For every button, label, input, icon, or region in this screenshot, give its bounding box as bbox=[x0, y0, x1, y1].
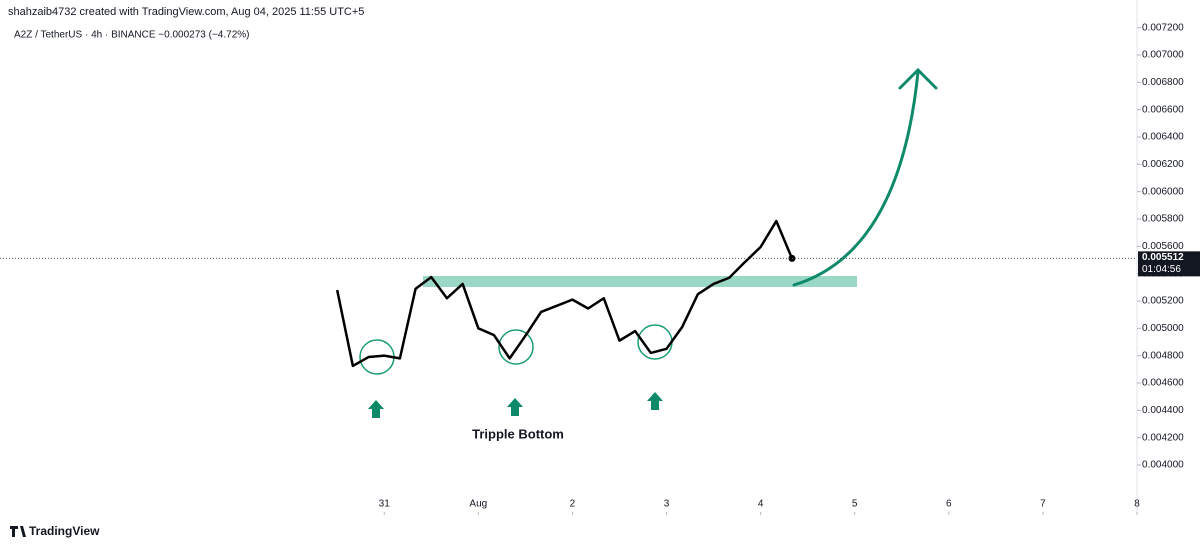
y-tick-label: 0.005600 bbox=[1142, 241, 1184, 252]
y-tick-label: 0.006600 bbox=[1142, 104, 1184, 115]
y-tick-label: 0.005200 bbox=[1142, 296, 1184, 307]
x-tick-label: 31 bbox=[379, 499, 391, 510]
x-tick-label: Aug bbox=[469, 499, 487, 510]
y-tick-label: 0.004000 bbox=[1142, 460, 1184, 471]
watermark: shahzaib4732 created with TradingView.co… bbox=[8, 6, 364, 18]
y-tick-label: 0.006200 bbox=[1142, 159, 1184, 170]
y-tick-label: 0.006800 bbox=[1142, 77, 1184, 88]
y-tick-label: 0.004400 bbox=[1142, 405, 1184, 416]
x-tick-label: 8 bbox=[1134, 499, 1140, 510]
countdown: 01:04:56 bbox=[1142, 264, 1181, 275]
x-tick-label: 6 bbox=[946, 499, 952, 510]
bottom-circle bbox=[498, 329, 534, 365]
y-tick-label: 0.005800 bbox=[1142, 214, 1184, 225]
brand: TradingView bbox=[29, 524, 100, 538]
x-tick-label: 7 bbox=[1040, 499, 1046, 510]
price-line bbox=[335, 219, 794, 368]
resistance-zone bbox=[423, 276, 857, 287]
price-label-box bbox=[1138, 251, 1200, 277]
up-arrow bbox=[368, 400, 384, 418]
y-tick-label: 0.007000 bbox=[1142, 50, 1184, 61]
logo bbox=[10, 526, 26, 537]
symbol-title: A2Z / TetherUS · 4h · BINANCE −0.000273 … bbox=[14, 30, 250, 41]
x-tick-label: 3 bbox=[664, 499, 670, 510]
y-tick-label: 0.004800 bbox=[1142, 350, 1184, 361]
x-tick-label: 2 bbox=[570, 499, 576, 510]
y-tick-label: 0.004600 bbox=[1142, 378, 1184, 389]
y-tick-label: 0.005000 bbox=[1142, 323, 1184, 334]
last-point bbox=[788, 254, 796, 262]
x-tick-label: 5 bbox=[852, 499, 858, 510]
last-price-label: 0.005512 bbox=[1142, 252, 1184, 263]
y-tick-label: 0.006400 bbox=[1142, 132, 1184, 143]
projection-arrow bbox=[792, 67, 938, 287]
up-arrow bbox=[647, 392, 663, 410]
annotation: Tripple Bottom bbox=[472, 426, 564, 441]
y-tick-label: 0.006000 bbox=[1142, 186, 1184, 197]
x-tick-label: 4 bbox=[758, 499, 764, 510]
y-tick-label: 0.004200 bbox=[1142, 432, 1184, 443]
up-arrow bbox=[507, 398, 523, 416]
y-tick-label: 0.007200 bbox=[1142, 22, 1184, 33]
